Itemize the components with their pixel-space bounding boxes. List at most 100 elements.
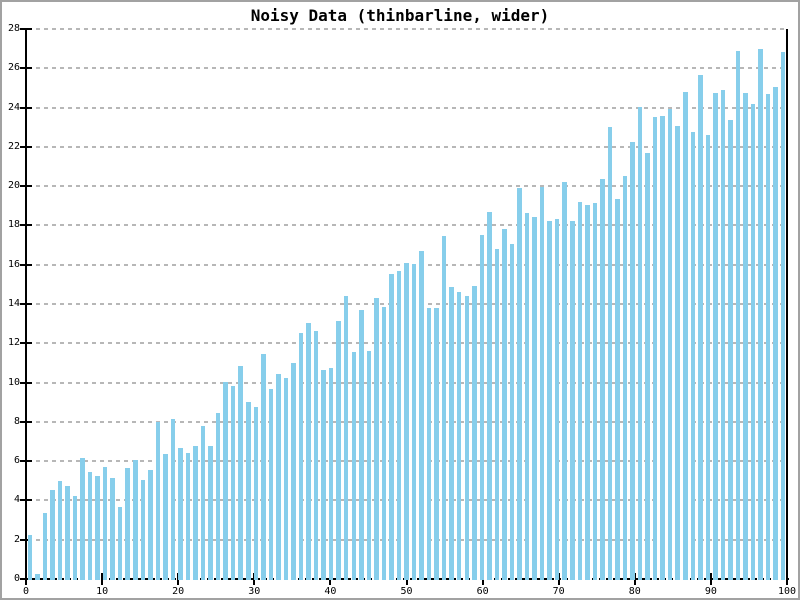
bar [42,513,48,580]
y-tick-mark [20,185,32,188]
bar [148,470,153,580]
x-tick-label: 90 [704,586,717,597]
bar [592,202,598,580]
x-tick-label: 100 [777,586,797,597]
bar [667,108,673,580]
bar [117,507,123,580]
bar [622,175,628,580]
bar [298,333,304,580]
y-tick-mark [20,28,32,30]
x-tick-mark [633,573,636,585]
bar [366,351,372,580]
bar [758,49,763,580]
x-tick-label: 50 [400,586,413,597]
bar [95,475,100,580]
bar [547,220,552,580]
bar [336,320,341,580]
y-tick-label: 14 [7,298,20,309]
bar [615,198,620,580]
y-tick-label: 16 [7,258,20,270]
bar [607,126,613,580]
bar [381,306,387,580]
bar [683,92,688,580]
bar [434,307,439,580]
bar [155,421,161,580]
bar [773,87,778,580]
bar [170,418,176,580]
y-tick-label: 2 [13,533,20,545]
bar [780,51,786,580]
bar [253,407,259,580]
bar [675,125,680,580]
x-tick-mark [786,573,788,585]
bar [27,534,33,580]
y-tick-label: 4 [13,494,20,506]
bar [306,322,311,580]
y-tick-mark [20,538,32,541]
bar [50,489,55,580]
plot-right-border [786,29,788,581]
y-tick-mark [20,460,32,463]
bar [72,495,78,580]
y-tick-label: 12 [7,337,20,349]
y-gridline [28,67,787,70]
y-tick-mark [20,106,32,109]
bar [600,179,605,580]
bar [200,425,206,580]
bar [713,92,718,580]
bar [660,115,665,580]
bar [765,94,771,580]
bar [238,365,243,580]
bar [374,298,379,580]
bar [35,574,40,580]
y-tick-mark [20,303,32,305]
bar [261,354,266,580]
y-gridline [28,145,787,148]
bar [645,152,650,580]
y-tick-mark [20,499,32,502]
y-tick-label: 6 [13,455,20,467]
bar [441,236,447,580]
y-gridline [28,28,787,30]
x-tick-label: 40 [324,586,337,597]
x-tick-label: 20 [172,586,185,597]
bar [102,467,108,580]
x-tick-label: 0 [22,586,30,597]
bar [472,286,477,580]
x-tick-mark [177,573,180,585]
y-tick-label: 18 [7,219,20,231]
bar [291,362,296,580]
bar [570,220,575,580]
y-tick-label: 22 [7,140,20,152]
bar [652,117,658,580]
bar [125,468,130,580]
bar [268,389,274,580]
y-tick-mark [20,263,32,266]
y-tick-label: 0 [13,573,20,584]
bar [637,106,643,580]
bar [246,402,251,580]
bar [230,385,236,580]
y-tick-mark [20,420,32,423]
bar [479,235,485,580]
y-axis-line [25,29,27,581]
x-tick-label: 80 [628,586,641,597]
x-tick-label: 60 [476,586,489,597]
bar [328,367,334,580]
bar [313,330,319,580]
bar [185,453,191,580]
y-tick-label: 26 [7,62,20,74]
y-tick-mark [20,224,32,227]
bar [163,454,168,580]
bar [389,273,394,580]
bar [532,216,537,580]
bar [283,377,289,580]
bar [630,141,635,580]
bar [517,188,522,580]
bar [502,229,507,580]
bar [720,89,726,580]
x-tick-label: 10 [96,586,109,597]
bar [351,352,356,580]
bar [223,381,228,580]
